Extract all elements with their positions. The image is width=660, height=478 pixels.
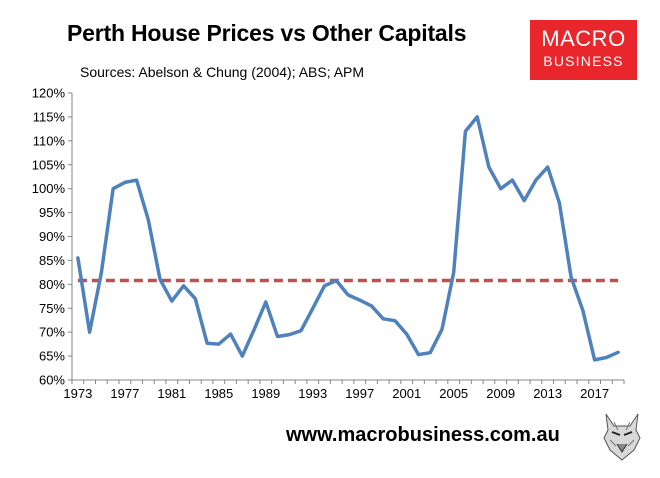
chart-axes: [71, 93, 624, 381]
x-tick-label: 1977: [110, 386, 139, 401]
logo-line-2: BUSINESS: [543, 53, 624, 69]
x-tick-label: 1981: [157, 386, 186, 401]
data-point: [382, 317, 385, 320]
data-point: [546, 165, 549, 169]
data-point: [276, 335, 279, 338]
data-point: [182, 284, 185, 287]
y-tick-label: 85%: [39, 253, 65, 268]
x-tick-label: 2001: [392, 386, 421, 401]
x-tick-label: 1985: [204, 386, 233, 401]
data-point: [440, 328, 444, 331]
data-point: [252, 328, 256, 331]
data-point: [194, 297, 197, 300]
data-point: [323, 284, 326, 287]
perth-price-ratio-line: [76, 115, 620, 362]
data-point: [464, 130, 467, 133]
y-tick-label: 110%: [33, 133, 66, 148]
data-point: [335, 279, 338, 282]
data-point: [393, 319, 397, 322]
data-point: [170, 299, 174, 303]
x-tick-label: 1973: [63, 386, 92, 401]
chart-series: [76, 115, 620, 362]
y-tick-label: 95%: [39, 205, 65, 220]
data-point: [88, 330, 91, 334]
data-point: [299, 329, 303, 332]
x-tick-label: 1989: [251, 386, 280, 401]
y-tick-label: 100%: [32, 181, 66, 196]
data-point: [417, 353, 420, 356]
data-point: [499, 187, 502, 190]
x-tick-label: 1993: [298, 386, 327, 401]
data-point: [569, 275, 573, 279]
data-point: [229, 332, 232, 336]
data-point: [616, 351, 620, 354]
y-tick-label: 70%: [39, 325, 65, 340]
data-point: [241, 354, 244, 358]
data-point: [123, 181, 127, 184]
y-axis-ticks: 60% 65% 70% 75% 80% 85% 90% 95% 100% 105% 110% 115%…: [32, 86, 72, 388]
data-point: [205, 341, 209, 345]
data-point: [100, 271, 103, 274]
data-point: [405, 332, 408, 336]
data-point: [346, 293, 350, 297]
y-tick-label: 75%: [39, 301, 65, 316]
data-point: [288, 333, 291, 336]
y-tick-label: 90%: [39, 229, 65, 244]
x-tick-label: 1997: [345, 386, 374, 401]
macrobusiness-logo[interactable]: MACRO BUSINESS: [530, 20, 637, 80]
data-point: [76, 256, 80, 260]
x-axis-ticks: 1973 1977 1981 1985 1989 1993 1997 2001 2005 2009…: [63, 380, 625, 401]
x-tick-label: 2005: [439, 386, 468, 401]
data-point: [358, 298, 361, 302]
data-point: [452, 271, 455, 274]
data-point: [135, 178, 138, 182]
data-point: [605, 356, 608, 359]
data-point: [217, 342, 221, 346]
data-point: [147, 218, 150, 221]
y-tick-label: 80%: [39, 277, 65, 292]
data-point: [311, 307, 314, 310]
data-point: [264, 300, 267, 304]
wolf-logo-icon: [600, 410, 644, 462]
chart-title: Perth House Prices vs Other Capitals: [67, 20, 467, 46]
y-tick-label: 105%: [32, 157, 66, 172]
data-point: [111, 187, 115, 190]
data-point: [558, 201, 561, 205]
data-point: [593, 358, 596, 362]
y-tick-label: 120%: [32, 86, 66, 101]
chart-subtitle: Sources: Abelson & Chung (2004); ABS; AP…: [80, 64, 365, 80]
data-point: [511, 178, 514, 182]
x-tick-label: 2017: [580, 386, 609, 401]
y-tick-label: 60%: [39, 373, 65, 388]
data-point: [581, 309, 585, 312]
data-point: [534, 178, 538, 182]
data-point: [158, 278, 162, 281]
data-point: [370, 304, 373, 308]
website-url[interactable]: www.macrobusiness.com.au: [286, 424, 560, 446]
x-tick-label: 2013: [533, 386, 562, 401]
y-tick-label: 65%: [39, 349, 65, 364]
y-tick-label: 115%: [33, 109, 66, 124]
x-tick-label: 2009: [486, 386, 515, 401]
data-point: [522, 199, 526, 202]
logo-line-1: MACRO: [541, 26, 626, 51]
data-point: [487, 165, 491, 169]
data-point: [475, 115, 479, 119]
data-point: [429, 351, 432, 354]
